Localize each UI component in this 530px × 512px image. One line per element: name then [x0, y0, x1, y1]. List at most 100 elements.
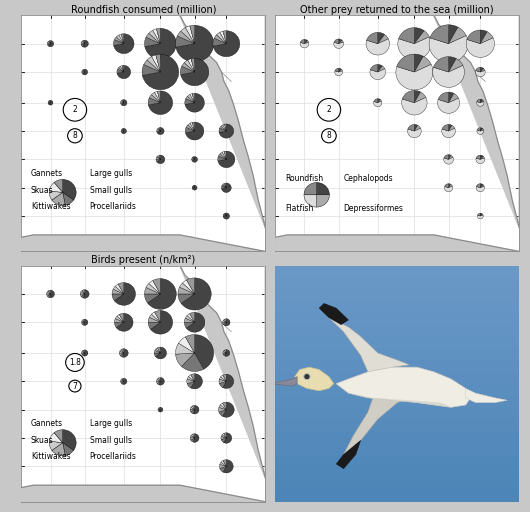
Wedge shape	[63, 180, 76, 200]
Wedge shape	[441, 128, 455, 138]
Wedge shape	[339, 40, 343, 44]
Wedge shape	[374, 99, 378, 103]
Wedge shape	[146, 284, 161, 294]
Wedge shape	[438, 98, 460, 113]
Wedge shape	[114, 318, 124, 323]
Bar	[275, 431, 519, 443]
Wedge shape	[478, 215, 483, 219]
Wedge shape	[114, 323, 124, 328]
Wedge shape	[157, 127, 164, 135]
Polygon shape	[295, 367, 334, 391]
Wedge shape	[301, 39, 305, 44]
Wedge shape	[475, 71, 485, 77]
Wedge shape	[445, 186, 453, 191]
Wedge shape	[414, 54, 423, 72]
Wedge shape	[305, 40, 308, 44]
Wedge shape	[414, 28, 424, 44]
Wedge shape	[156, 379, 161, 381]
Wedge shape	[218, 408, 226, 412]
Wedge shape	[121, 381, 124, 385]
Wedge shape	[192, 157, 195, 159]
Wedge shape	[117, 314, 124, 323]
Wedge shape	[81, 41, 85, 44]
Wedge shape	[49, 191, 63, 200]
Wedge shape	[112, 294, 124, 301]
Wedge shape	[120, 350, 124, 353]
Wedge shape	[148, 323, 161, 329]
Wedge shape	[158, 409, 161, 410]
Wedge shape	[182, 353, 204, 371]
Wedge shape	[408, 124, 414, 131]
Wedge shape	[82, 353, 85, 355]
Wedge shape	[480, 99, 483, 103]
Wedge shape	[112, 289, 124, 294]
Wedge shape	[156, 381, 161, 383]
Wedge shape	[378, 65, 382, 72]
Wedge shape	[153, 29, 161, 44]
Wedge shape	[219, 405, 226, 410]
Wedge shape	[225, 213, 226, 216]
Wedge shape	[192, 93, 195, 103]
Wedge shape	[374, 101, 382, 106]
Wedge shape	[221, 438, 226, 442]
Wedge shape	[478, 213, 480, 216]
Wedge shape	[480, 30, 487, 44]
Wedge shape	[158, 410, 161, 412]
Polygon shape	[466, 389, 507, 402]
Wedge shape	[224, 433, 226, 438]
Wedge shape	[49, 182, 63, 193]
Wedge shape	[192, 158, 195, 159]
Wedge shape	[187, 381, 195, 388]
Wedge shape	[219, 377, 226, 381]
Wedge shape	[116, 316, 124, 323]
Wedge shape	[192, 186, 195, 188]
Wedge shape	[49, 100, 50, 103]
Wedge shape	[48, 41, 50, 44]
Wedge shape	[157, 156, 161, 159]
Wedge shape	[187, 376, 195, 381]
Wedge shape	[186, 122, 204, 140]
Wedge shape	[145, 37, 161, 47]
Text: Small gulls: Small gulls	[90, 436, 131, 445]
Wedge shape	[116, 313, 133, 331]
Text: Depressiformes: Depressiformes	[343, 204, 403, 214]
Wedge shape	[121, 100, 124, 103]
Wedge shape	[121, 129, 124, 131]
Wedge shape	[220, 152, 226, 159]
Wedge shape	[467, 30, 480, 44]
Wedge shape	[153, 279, 161, 294]
Wedge shape	[367, 32, 378, 44]
Wedge shape	[186, 334, 195, 353]
Wedge shape	[335, 71, 342, 76]
Wedge shape	[191, 58, 195, 72]
Wedge shape	[184, 318, 195, 323]
Wedge shape	[213, 38, 226, 46]
Bar	[275, 372, 519, 383]
Wedge shape	[114, 283, 136, 305]
Wedge shape	[83, 40, 89, 47]
Wedge shape	[448, 57, 456, 72]
Wedge shape	[476, 67, 480, 72]
Wedge shape	[448, 58, 463, 72]
Wedge shape	[188, 94, 195, 103]
Wedge shape	[476, 101, 484, 106]
Wedge shape	[82, 323, 85, 325]
Wedge shape	[448, 27, 466, 44]
Wedge shape	[218, 151, 235, 167]
Wedge shape	[480, 213, 482, 216]
Wedge shape	[47, 42, 50, 45]
Wedge shape	[187, 379, 195, 383]
Wedge shape	[480, 184, 483, 188]
Bar	[275, 466, 519, 478]
Wedge shape	[178, 287, 195, 294]
Polygon shape	[21, 235, 266, 251]
Wedge shape	[180, 283, 195, 294]
Wedge shape	[466, 38, 494, 57]
Wedge shape	[480, 129, 483, 131]
Text: Cephalopods: Cephalopods	[343, 174, 393, 183]
Wedge shape	[82, 351, 85, 353]
Wedge shape	[190, 122, 195, 131]
Wedge shape	[120, 353, 124, 357]
Wedge shape	[49, 40, 50, 44]
Wedge shape	[185, 93, 205, 112]
